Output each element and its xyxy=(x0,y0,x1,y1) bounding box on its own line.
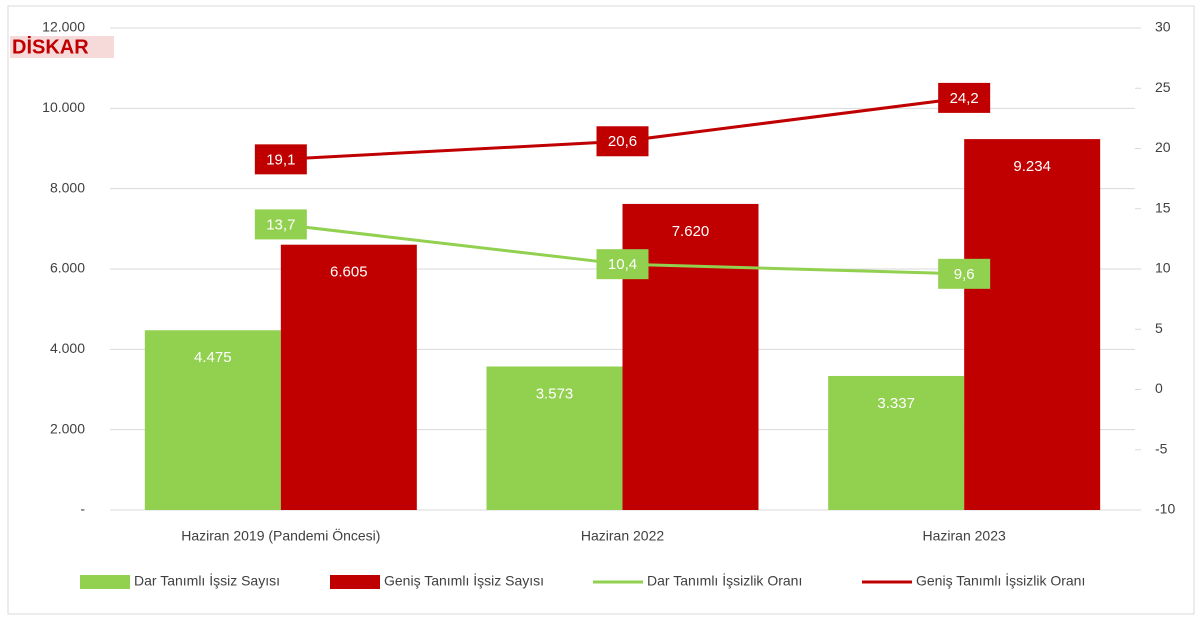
y2-tick-label: 20 xyxy=(1155,139,1171,155)
line-label: 20,6 xyxy=(608,133,637,150)
line-label: 13,7 xyxy=(266,216,295,233)
bar xyxy=(486,366,623,510)
y-tick-label: 10.000 xyxy=(42,99,85,115)
line-label-bg xyxy=(938,82,991,113)
y2-tick-label: -10 xyxy=(1155,501,1175,517)
x-tick-label: Haziran 2022 xyxy=(581,528,664,544)
line-label-bg xyxy=(254,209,307,240)
y2-tick-label: 30 xyxy=(1155,19,1171,35)
legend-label: Geniş Tanımlı İşsiz Sayısı xyxy=(384,572,544,589)
bar-label: 6.605 xyxy=(330,264,368,281)
bar-label: 9.234 xyxy=(1013,158,1051,175)
bar xyxy=(964,139,1101,510)
bar xyxy=(280,244,417,511)
y2-tick-label: -5 xyxy=(1155,440,1168,456)
y-tick-label: 6.000 xyxy=(50,260,85,276)
line-label: 10,4 xyxy=(608,256,637,273)
bar-label: 3.573 xyxy=(536,385,574,402)
x-tick-label: Haziran 2019 (Pandemi Öncesi) xyxy=(181,527,380,544)
y-tick-label: 8.000 xyxy=(50,179,85,195)
y-tick-label: 12.000 xyxy=(42,19,85,35)
bar xyxy=(828,375,965,510)
legend-label: Dar Tanımlı İşsiz Sayısı xyxy=(134,572,280,589)
line-label: 9,6 xyxy=(954,266,975,283)
y2-tick-label: 0 xyxy=(1155,380,1163,396)
line-label: 19,1 xyxy=(266,151,295,168)
y2-tick-label: 5 xyxy=(1155,320,1163,336)
bar-label: 7.620 xyxy=(672,223,710,240)
line-label-bg xyxy=(938,258,991,289)
line-label: 24,2 xyxy=(950,90,979,107)
logo-bg xyxy=(10,36,114,58)
y-tick-label: 4.000 xyxy=(50,340,85,356)
line-label-bg xyxy=(254,144,307,175)
line-label-bg xyxy=(596,249,649,280)
x-tick-label: Haziran 2023 xyxy=(923,528,1006,544)
bar xyxy=(144,330,281,510)
legend-label: Dar Tanımlı İşsizlik Oranı xyxy=(647,572,802,589)
line-label-bg xyxy=(596,126,649,157)
y2-tick-label: 10 xyxy=(1155,260,1171,276)
y2-tick-label: 15 xyxy=(1155,199,1171,215)
legend-swatch xyxy=(330,575,380,589)
y-tick-label: - xyxy=(80,501,85,517)
bar-label: 3.337 xyxy=(877,395,915,412)
bar-label: 4.475 xyxy=(194,349,232,366)
y2-tick-label: 25 xyxy=(1155,79,1171,95)
y-tick-label: 2.000 xyxy=(50,420,85,436)
legend-swatch xyxy=(80,575,130,589)
logo: DİSKAR xyxy=(12,35,89,58)
legend-label: Geniş Tanımlı İşsizlik Oranı xyxy=(916,572,1085,589)
